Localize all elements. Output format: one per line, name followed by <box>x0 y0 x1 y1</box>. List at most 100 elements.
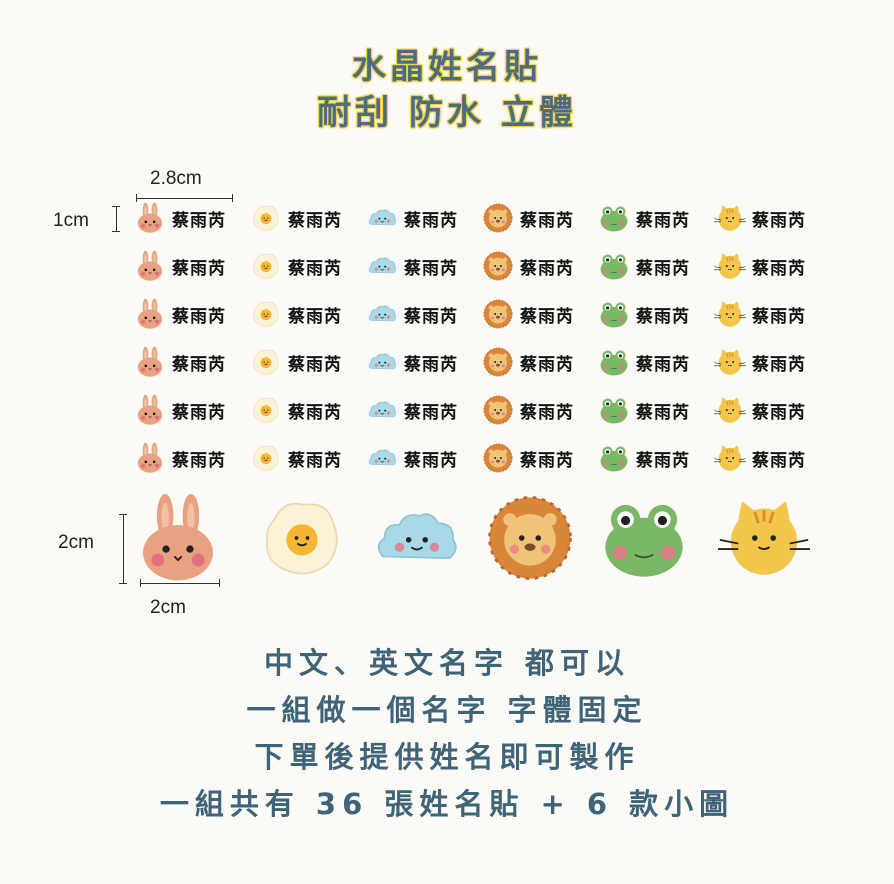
name-sticker: 蔡雨芮 <box>366 198 458 238</box>
sticker-name: 蔡雨芮 <box>404 306 458 327</box>
name-sticker: 蔡雨芮 <box>482 390 574 430</box>
sticker-name: 蔡雨芮 <box>404 258 458 279</box>
sticker-name: 蔡雨芮 <box>288 450 342 471</box>
sticker-name: 蔡雨芮 <box>636 306 690 327</box>
title-line-1: 水晶姓名貼 <box>352 47 542 87</box>
cloud-icon <box>377 513 457 560</box>
egg-icon <box>253 397 279 423</box>
big-frog-icon <box>598 492 690 584</box>
description-line-1: 中文、英文名字 都可以 <box>263 646 631 680</box>
name-sticker: 蔡雨芮 <box>134 198 226 238</box>
width-big-tick-left <box>140 579 141 587</box>
sticker-name: 蔡雨芮 <box>288 354 342 375</box>
page-title: 水晶姓名貼 耐刮 防水 立體 <box>0 44 894 136</box>
sticker-name: 蔡雨芮 <box>172 402 226 423</box>
lion-icon <box>488 496 572 580</box>
lion-icon <box>483 347 513 377</box>
lion-icon <box>483 203 513 233</box>
name-sticker: 蔡雨芮 <box>366 294 458 334</box>
sticker-name: 蔡雨芮 <box>520 258 574 279</box>
width-small-tick-left <box>136 194 137 202</box>
sticker-name: 蔡雨芮 <box>636 210 690 231</box>
sticker-name: 蔡雨芮 <box>520 354 574 375</box>
lion-icon <box>483 395 513 425</box>
sticker-name: 蔡雨芮 <box>636 258 690 279</box>
frog-icon <box>600 446 628 472</box>
tiger-icon <box>718 501 810 575</box>
frog-icon <box>600 254 628 280</box>
name-sticker: 蔡雨芮 <box>134 438 226 478</box>
lion-icon <box>483 251 513 281</box>
name-sticker: 蔡雨芮 <box>714 246 806 286</box>
height-small-label: 1cm <box>53 210 89 231</box>
sticker-name: 蔡雨芮 <box>752 306 806 327</box>
name-sticker: 蔡雨芮 <box>482 246 574 286</box>
name-sticker: 蔡雨芮 <box>250 438 342 478</box>
sticker-name: 蔡雨芮 <box>404 402 458 423</box>
cloud-icon <box>368 257 397 274</box>
description: 中文、英文名字 都可以 一組做一個名字 字體固定 下單後提供姓名即可製作 一組共… <box>0 640 894 828</box>
sticker-name: 蔡雨芮 <box>172 210 226 231</box>
cloud-icon <box>368 449 397 466</box>
name-sticker: 蔡雨芮 <box>366 342 458 382</box>
bunny-icon <box>137 202 163 233</box>
frog-icon <box>600 350 628 376</box>
name-sticker: 蔡雨芮 <box>598 438 690 478</box>
frog-icon <box>600 302 628 328</box>
name-sticker: 蔡雨芮 <box>714 294 806 334</box>
sticker-name: 蔡雨芮 <box>288 402 342 423</box>
width-small-tick-right <box>232 194 233 202</box>
sticker-name: 蔡雨芮 <box>172 354 226 375</box>
sticker-name: 蔡雨芮 <box>404 450 458 471</box>
name-sticker: 蔡雨芮 <box>134 342 226 382</box>
name-sticker: 蔡雨芮 <box>134 246 226 286</box>
tiger-icon <box>714 445 746 471</box>
name-sticker: 蔡雨芮 <box>598 246 690 286</box>
name-sticker: 蔡雨芮 <box>598 198 690 238</box>
sticker-name: 蔡雨芮 <box>636 450 690 471</box>
tiger-icon <box>714 301 746 327</box>
tiger-icon <box>714 397 746 423</box>
sticker-name: 蔡雨芮 <box>752 450 806 471</box>
name-sticker: 蔡雨芮 <box>598 342 690 382</box>
lion-icon <box>483 299 513 329</box>
width-small-label: 2.8cm <box>150 168 202 189</box>
sticker-name: 蔡雨芮 <box>752 258 806 279</box>
egg-icon <box>253 301 279 327</box>
height-big-label: 2cm <box>58 532 94 553</box>
name-sticker: 蔡雨芮 <box>714 390 806 430</box>
egg-icon <box>253 349 279 375</box>
sticker-name: 蔡雨芮 <box>288 258 342 279</box>
egg-icon <box>253 445 279 471</box>
sticker-name: 蔡雨芮 <box>752 210 806 231</box>
name-sticker: 蔡雨芮 <box>482 198 574 238</box>
sticker-name: 蔡雨芮 <box>288 306 342 327</box>
name-sticker: 蔡雨芮 <box>714 198 806 238</box>
big-cloud-icon <box>370 492 462 584</box>
name-sticker: 蔡雨芮 <box>250 342 342 382</box>
width-big-line <box>140 583 220 584</box>
height-small-tick-bottom <box>112 231 120 232</box>
tiger-icon <box>714 205 746 231</box>
name-sticker: 蔡雨芮 <box>366 246 458 286</box>
egg-icon <box>253 205 279 231</box>
name-sticker: 蔡雨芮 <box>134 390 226 430</box>
name-sticker: 蔡雨芮 <box>482 294 574 334</box>
sticker-name: 蔡雨芮 <box>288 210 342 231</box>
height-big-line <box>123 514 124 584</box>
frog-icon <box>600 206 628 232</box>
tiger-icon <box>714 349 746 375</box>
big-icon-row <box>0 492 894 592</box>
sticker-name: 蔡雨芮 <box>172 450 226 471</box>
name-sticker: 蔡雨芮 <box>598 390 690 430</box>
bunny-icon <box>137 442 163 473</box>
name-sticker: 蔡雨芮 <box>250 294 342 334</box>
frog-icon <box>605 504 683 577</box>
sticker-name: 蔡雨芮 <box>404 354 458 375</box>
name-sticker: 蔡雨芮 <box>134 294 226 334</box>
name-sticker: 蔡雨芮 <box>366 438 458 478</box>
sticker-name: 蔡雨芮 <box>636 402 690 423</box>
height-big-tick-top <box>119 514 127 515</box>
cloud-icon <box>368 209 397 226</box>
name-sticker: 蔡雨芮 <box>714 342 806 382</box>
